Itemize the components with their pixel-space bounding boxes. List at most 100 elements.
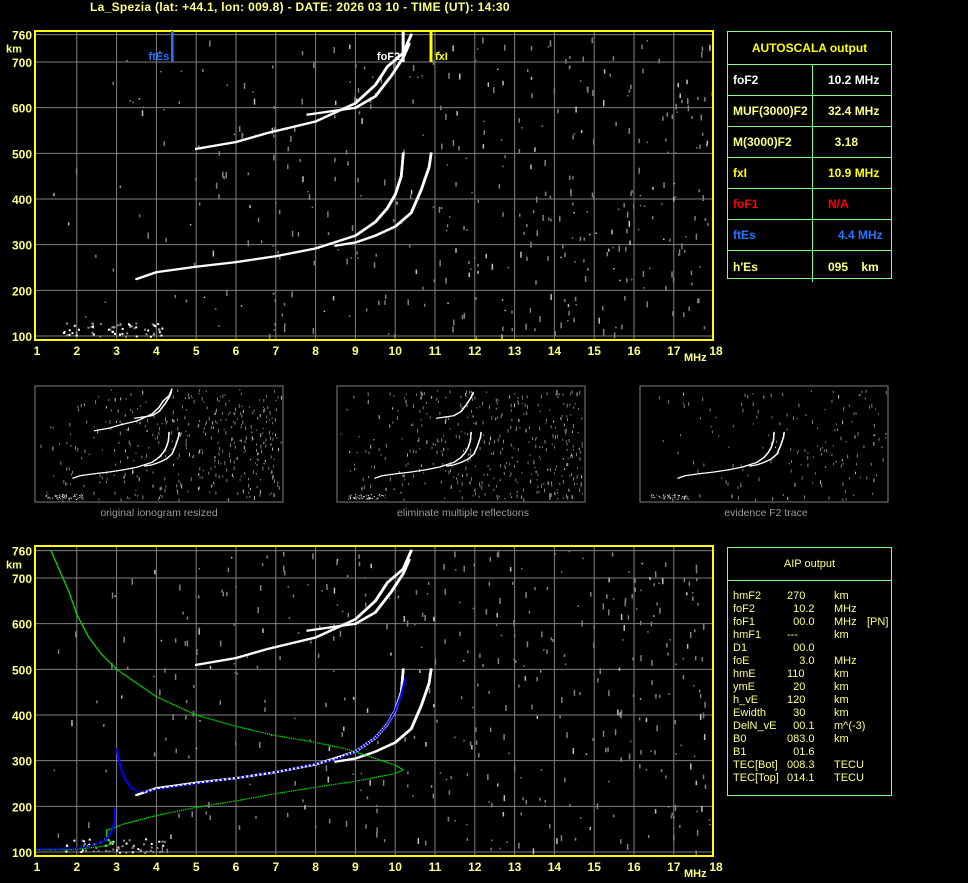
trace-echo-0 <box>215 779 219 782</box>
noise-echo <box>403 474 405 478</box>
noise-echo <box>704 97 706 102</box>
aip-fit-point <box>274 771 277 774</box>
noise-echo <box>260 444 262 449</box>
trace-echo-2 <box>322 116 326 119</box>
electron-density-profile-point <box>371 777 373 779</box>
noise-echo <box>603 69 606 74</box>
noise-echo <box>378 300 380 306</box>
trace-echo-2 <box>271 646 275 649</box>
noise-echo <box>216 408 218 413</box>
noise-echo <box>421 612 424 617</box>
noise-echo <box>135 452 137 454</box>
noise-echo <box>700 114 703 121</box>
noise-echo <box>218 451 220 456</box>
noise-echo <box>160 494 162 497</box>
noise-echo <box>460 430 462 433</box>
electron-density-profile-point <box>386 774 388 776</box>
aip-fit-point <box>395 705 398 708</box>
e-layer-echo <box>360 494 362 496</box>
noise-echo <box>450 485 452 489</box>
noise-echo <box>573 476 575 481</box>
trace-echo-0 <box>299 250 303 253</box>
trace-echo-2 <box>285 127 289 130</box>
noise-echo <box>240 392 242 396</box>
noise-echo <box>367 392 369 397</box>
noise-echo <box>525 428 527 433</box>
noise-echo <box>681 99 683 103</box>
e-layer-echo <box>133 327 136 330</box>
noise-echo <box>445 113 447 120</box>
e-layer-echo <box>151 323 154 326</box>
aip-fit-point <box>347 753 350 756</box>
e-layer-echo <box>64 496 66 498</box>
noise-echo <box>579 236 582 242</box>
trace-echo-0 <box>298 250 301 253</box>
e-layer-echo <box>156 846 159 849</box>
electron-density-profile-point <box>117 669 119 671</box>
noise-echo <box>649 576 651 580</box>
aip-fit-point <box>111 827 114 830</box>
noise-echo <box>442 452 444 457</box>
trace-echo-0 <box>437 466 439 468</box>
noise-echo <box>569 65 571 69</box>
noise-echo <box>264 707 266 712</box>
trace-echo-3 <box>135 417 137 419</box>
trace-echo-0 <box>82 474 84 476</box>
e-layer-echo <box>82 495 84 497</box>
noise-echo <box>345 149 348 155</box>
e-layer-echo <box>65 494 67 496</box>
noise-echo <box>282 565 285 572</box>
noise-echo <box>77 405 79 409</box>
noise-echo <box>243 445 245 450</box>
noise-echo <box>126 666 129 670</box>
trace-echo-3 <box>346 107 350 110</box>
e-layer-echo <box>97 850 100 853</box>
aip-fit-point <box>151 789 154 792</box>
noise-echo <box>214 455 216 459</box>
noise-echo <box>273 458 275 461</box>
trace-echo-3 <box>140 416 142 418</box>
noise-echo <box>554 492 556 496</box>
noise-echo <box>429 416 431 419</box>
noise-echo <box>737 495 739 500</box>
e-layer-echo <box>377 497 379 499</box>
electron-density-profile-point <box>301 788 304 790</box>
trace-echo-2 <box>350 103 353 107</box>
trace-echo-3 <box>306 629 310 632</box>
trace-echo-2 <box>280 128 283 131</box>
electron-density-profile-point <box>50 551 53 553</box>
noise-echo <box>401 483 403 486</box>
electron-density-profile-point <box>113 827 116 829</box>
trace-echo-0 <box>347 236 351 239</box>
trace-echo-0 <box>349 752 353 755</box>
trace-echo-0 <box>251 258 254 261</box>
noise-echo <box>413 449 415 453</box>
noise-echo <box>88 453 90 456</box>
noise-echo <box>393 394 395 397</box>
noise-echo <box>638 717 641 721</box>
noise-echo <box>278 256 281 260</box>
trace-echo-2 <box>347 105 350 108</box>
e-layer-echo <box>112 840 115 843</box>
electron-density-profile-point <box>104 657 107 659</box>
electron-density-profile-point <box>372 757 375 759</box>
trace-echo-2 <box>103 428 105 430</box>
trace-echo-3 <box>324 110 328 114</box>
electron-density-profile-point <box>350 781 352 783</box>
noise-echo <box>555 465 557 468</box>
noise-echo <box>195 747 198 750</box>
noise-echo <box>696 578 698 582</box>
noise-echo <box>215 491 217 495</box>
trace-echo-0 <box>204 264 208 267</box>
electron-density-profile-point <box>215 720 217 722</box>
trace-echo-0 <box>294 251 298 254</box>
noise-echo <box>426 413 428 415</box>
trace-echo-0 <box>113 470 115 472</box>
noise-echo <box>371 465 373 468</box>
e-layer-echo <box>58 495 60 497</box>
noise-echo <box>253 496 255 500</box>
trace-echo-2 <box>243 654 246 657</box>
noise-echo <box>630 740 632 743</box>
noise-echo <box>620 714 622 718</box>
y-tick-label: 600 <box>12 618 32 632</box>
